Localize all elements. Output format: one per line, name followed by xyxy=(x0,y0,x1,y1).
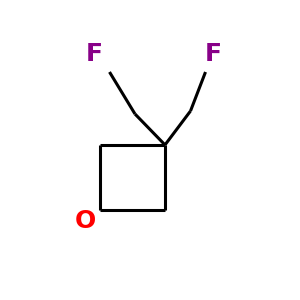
Text: F: F xyxy=(205,42,221,66)
Text: F: F xyxy=(86,42,103,66)
Text: O: O xyxy=(75,208,96,232)
